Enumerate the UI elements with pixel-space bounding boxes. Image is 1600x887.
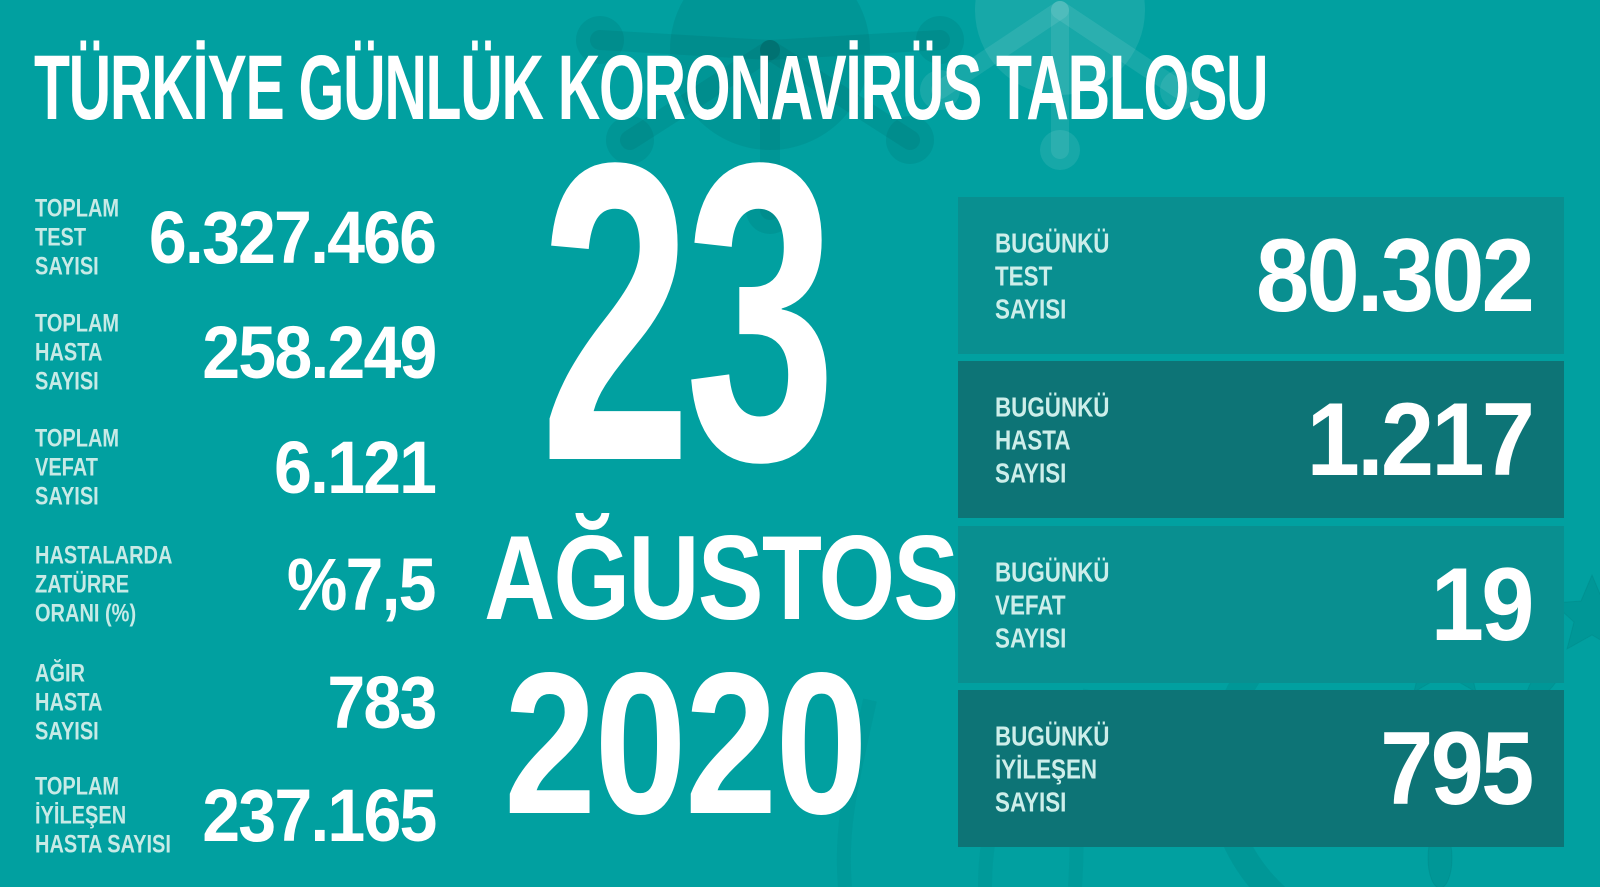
total-recovered-value: 237.165 (201, 774, 437, 857)
daily-death-box: BUGÜNKÜ VEFAT SAYISI 19 (958, 526, 1564, 683)
total-test-row: TOPLAM TEST SAYISI 6.327.466 (35, 190, 437, 286)
total-case-row: TOPLAM HASTA SAYISI 258.249 (35, 305, 437, 401)
total-case-label: TOPLAM HASTA SAYISI (35, 309, 120, 396)
total-case-value: 258.249 (201, 311, 437, 394)
severe-patient-label: AĞIR HASTA SAYISI (35, 659, 103, 746)
total-death-row: TOPLAM VEFAT SAYISI 6.121 (35, 420, 437, 516)
daily-case-label: BUGÜNKÜ HASTA SAYISI (995, 391, 1110, 488)
daily-test-box: BUGÜNKÜ TEST SAYISI 80.302 (958, 197, 1564, 354)
severe-patient-value: 783 (326, 661, 437, 744)
daily-recovered-label: BUGÜNKÜ İYİLEŞEN SAYISI (995, 720, 1110, 817)
date-day: 23 (540, 75, 836, 550)
severe-patient-row: AĞIR HASTA SAYISI 783 (35, 655, 437, 751)
date-month: AĞUSTOS (484, 511, 959, 645)
total-recovered-row: TOPLAM İYİLEŞEN HASTA SAYISI 237.165 (35, 768, 437, 864)
total-death-value: 6.121 (273, 426, 437, 509)
daily-death-value: 19 (1431, 546, 1535, 663)
total-death-label: TOPLAM VEFAT SAYISI (35, 424, 120, 511)
daily-recovered-value: 795 (1380, 710, 1535, 827)
page-title: TÜRKİYE GÜNLÜK KORONAVİRÜS TABLOSU (34, 37, 1269, 139)
daily-case-box: BUGÜNKÜ HASTA SAYISI 1.217 (958, 361, 1564, 518)
daily-case-value: 1.217 (1306, 381, 1534, 498)
total-test-value: 6.327.466 (148, 196, 437, 279)
total-recovered-label: TOPLAM İYİLEŞEN HASTA SAYISI (35, 772, 171, 859)
daily-test-value: 80.302 (1255, 217, 1535, 334)
pneumonia-rate-label: HASTALARDA ZATÜRRE ORANI (%) (35, 541, 173, 628)
total-test-label: TOPLAM TEST SAYISI (35, 194, 120, 281)
date-year: 2020 (504, 630, 868, 856)
daily-recovered-box: BUGÜNKÜ İYİLEŞEN SAYISI 795 (958, 690, 1564, 847)
pneumonia-rate-row: HASTALARDA ZATÜRRE ORANI (%) %7,5 (35, 537, 437, 633)
daily-test-label: BUGÜNKÜ TEST SAYISI (995, 227, 1110, 324)
pneumonia-rate-value: %7,5 (287, 543, 437, 626)
daily-death-label: BUGÜNKÜ VEFAT SAYISI (995, 556, 1110, 653)
